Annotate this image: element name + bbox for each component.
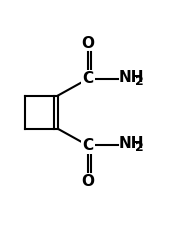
Text: NH: NH (119, 70, 144, 85)
Text: O: O (81, 36, 94, 51)
Text: O: O (81, 174, 94, 189)
Text: 2: 2 (135, 141, 144, 154)
Text: NH: NH (119, 136, 144, 151)
Text: C: C (82, 138, 93, 153)
Text: 2: 2 (135, 75, 144, 88)
Text: C: C (82, 71, 93, 86)
